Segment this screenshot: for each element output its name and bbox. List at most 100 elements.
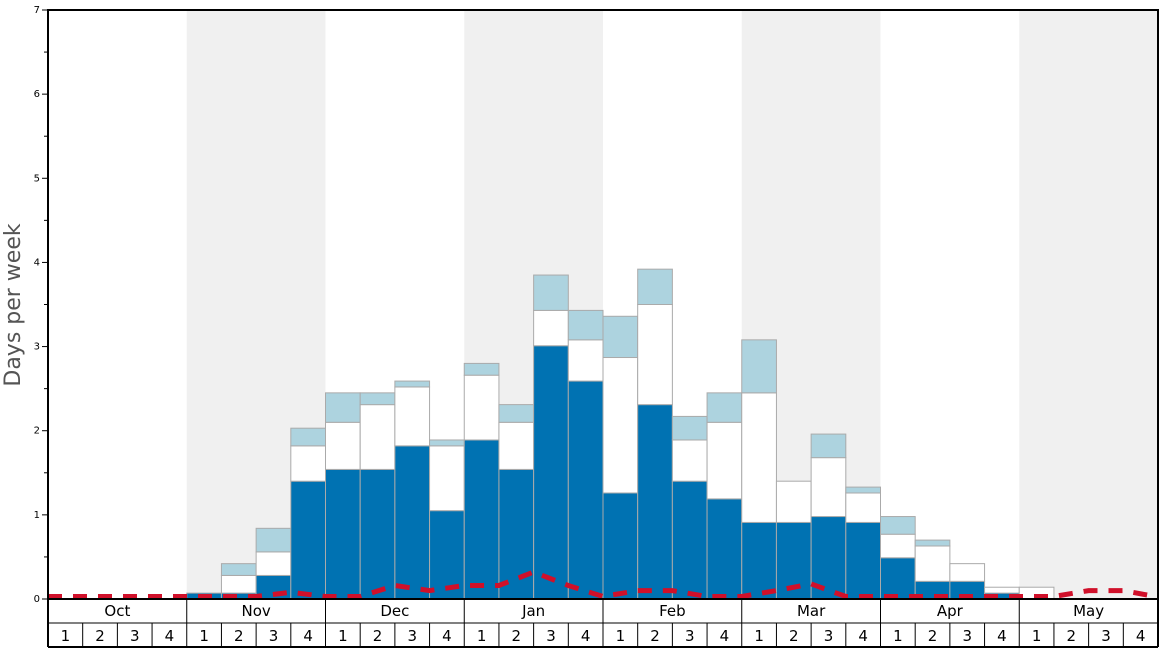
bar-middle <box>984 586 1020 594</box>
bar-top <box>880 516 916 535</box>
bar-top <box>220 563 257 576</box>
line-group <box>48 569 1159 600</box>
bar-middle <box>671 439 708 482</box>
week-label: 3 <box>685 627 695 645</box>
week-label: 4 <box>303 627 313 645</box>
week-label: 1 <box>199 627 209 645</box>
bar-middle <box>880 533 916 559</box>
week-label: 1 <box>338 627 348 645</box>
week-label: 4 <box>581 627 591 645</box>
week-label: 1 <box>61 627 71 645</box>
bar-top <box>914 539 951 547</box>
week-label: 1 <box>754 627 764 645</box>
bar-middle <box>394 386 431 447</box>
month-label: Oct <box>104 602 130 620</box>
bar-top <box>394 380 431 388</box>
x-axis: Oct 1 2 3 4 Nov 1 2 3 4 Dec 1 2 3 4 Jan 1 2 3 4 Feb 1 2 3 4 Mar 1 2… <box>47 599 1159 648</box>
week-label: 3 <box>1101 627 1111 645</box>
bar-middle <box>533 309 569 347</box>
week-label: 3 <box>962 627 972 645</box>
week-label: 1 <box>477 627 487 645</box>
bar-middle <box>845 492 881 523</box>
bar-top <box>533 274 569 311</box>
bar-base <box>845 521 881 600</box>
y-axis: 0 1 2 3 4 5 6 7 <box>34 5 48 605</box>
bar-top <box>706 392 743 423</box>
bar-base <box>880 557 916 600</box>
month-label: May <box>1073 602 1104 620</box>
week-label: 2 <box>650 627 660 645</box>
bar-middle <box>463 374 500 441</box>
series-line <box>48 569 1159 600</box>
bar-top <box>637 268 673 306</box>
bar-top <box>845 486 881 494</box>
bar-top <box>567 309 604 341</box>
bar-top <box>602 315 639 359</box>
bar-middle <box>255 551 292 576</box>
week-label: 4 <box>858 627 868 645</box>
week-label: 3 <box>824 627 834 645</box>
bar-middle <box>810 457 847 518</box>
bar-base <box>533 345 569 600</box>
week-label: 4 <box>442 627 452 645</box>
bar-middle <box>359 404 396 470</box>
bar-top <box>671 415 708 441</box>
week-label: 1 <box>1032 627 1042 645</box>
bar-base <box>394 445 431 600</box>
bar-middle <box>706 421 743 500</box>
y-tick-label: 7 <box>34 5 40 16</box>
y-tick-label: 1 <box>34 510 40 521</box>
month-label: Mar <box>797 602 826 620</box>
week-label: 4 <box>165 627 175 645</box>
bar-top <box>429 439 465 447</box>
week-label: 1 <box>893 627 903 645</box>
plot-frame <box>47 9 1159 600</box>
week-label: 3 <box>130 627 140 645</box>
bar-base <box>463 439 500 600</box>
bars-group <box>186 268 1055 600</box>
week-label: 4 <box>720 627 730 645</box>
bar-base <box>671 480 708 600</box>
bar-base <box>567 380 604 600</box>
week-label: 2 <box>789 627 799 645</box>
bar-top <box>290 427 326 447</box>
bar-middle <box>775 480 812 523</box>
month-label: Jan <box>521 602 545 620</box>
bar-top <box>359 392 396 406</box>
month-label: Apr <box>937 602 964 620</box>
week-label: 2 <box>1067 627 1077 645</box>
bar-middle <box>429 445 465 512</box>
y-axis-label: Days per week <box>1 223 26 386</box>
bar-middle <box>602 357 639 494</box>
week-label: 1 <box>616 627 626 645</box>
bar-base <box>637 404 673 600</box>
bar-middle <box>741 392 777 523</box>
bar-top <box>810 433 847 459</box>
bar-base <box>290 480 326 600</box>
bar-base <box>706 498 743 600</box>
bar-top <box>463 362 500 376</box>
bar-base <box>359 468 396 600</box>
bar-middle <box>220 574 257 594</box>
bar-base <box>602 492 639 600</box>
bar-middle <box>637 304 673 406</box>
week-label: 2 <box>373 627 383 645</box>
bar-middle <box>325 421 361 470</box>
bar-middle <box>567 339 604 382</box>
bar-top <box>498 404 535 423</box>
week-label: 4 <box>1136 627 1146 645</box>
bar-middle <box>914 545 951 582</box>
month-band <box>1019 10 1158 599</box>
month-label: Dec <box>380 602 409 620</box>
bar-base <box>498 468 535 600</box>
bar-top <box>255 527 292 553</box>
week-label: 3 <box>546 627 556 645</box>
week-label: 4 <box>997 627 1007 645</box>
week-label: 3 <box>269 627 279 645</box>
y-tick-label: 2 <box>34 426 40 437</box>
bar-base <box>741 521 777 600</box>
y-tick-label: 4 <box>34 257 40 268</box>
month-label: Nov <box>241 602 270 620</box>
week-label: 3 <box>407 627 417 645</box>
